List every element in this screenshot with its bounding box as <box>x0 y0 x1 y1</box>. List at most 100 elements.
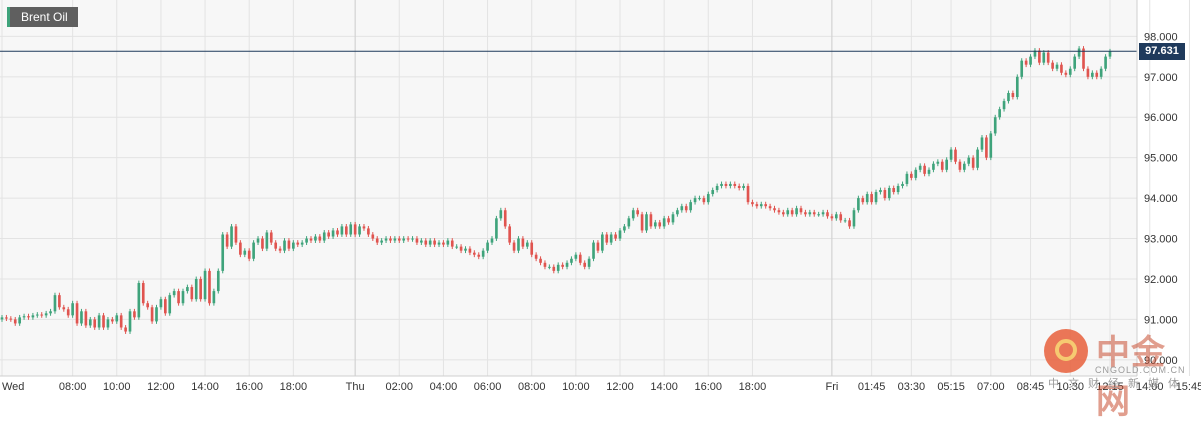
candle-body <box>636 210 639 215</box>
candle-body <box>424 240 428 245</box>
candle-body <box>305 238 308 243</box>
candle-body <box>459 246 463 251</box>
candle-body <box>1011 92 1015 98</box>
candle-body <box>1082 48 1085 69</box>
candle-body <box>910 173 913 178</box>
candle-body <box>861 198 865 203</box>
candle-body <box>300 242 304 245</box>
candle-body <box>80 311 83 324</box>
x-tick-label: 16:00 <box>695 381 723 393</box>
candle-body <box>375 238 379 243</box>
candle-body <box>786 210 790 215</box>
candle-body <box>1064 72 1068 75</box>
candle-body <box>35 314 39 316</box>
candle-body <box>234 226 238 243</box>
candle-body <box>283 240 286 251</box>
candlestick-plot[interactable]: 98.000 97.000 96.000 95.000 94.000 93.000 92.0… <box>0 0 1201 400</box>
candle-body <box>680 206 684 211</box>
candle-body <box>508 226 511 243</box>
legend-symbol-box[interactable]: Brent Oil <box>7 7 78 27</box>
candle-body <box>539 258 542 263</box>
x-tick-label: 08:45 <box>1017 381 1045 393</box>
candle-body <box>40 314 44 316</box>
candle-body <box>371 234 375 239</box>
candle-body <box>552 266 556 271</box>
candle-body <box>1099 68 1103 77</box>
candle-body <box>1068 68 1072 75</box>
candle-body <box>450 240 454 247</box>
candle-body <box>512 242 516 251</box>
candle-body <box>671 214 675 223</box>
candle-body <box>556 264 560 271</box>
candle-body <box>804 212 807 215</box>
candle-body <box>896 185 900 193</box>
candle-body <box>905 173 909 184</box>
candle-body <box>954 149 957 162</box>
candle-body <box>225 234 229 247</box>
x-tick-label: Thu <box>346 381 365 393</box>
candle-body <box>18 317 21 324</box>
y-tick-label: 93.000 <box>1144 234 1178 246</box>
last-price-value: 97.631 <box>1145 45 1179 58</box>
candle-body <box>601 234 604 251</box>
candle-body <box>239 242 242 255</box>
candle-body <box>698 198 701 200</box>
candle-body <box>62 307 66 310</box>
candle-body <box>830 216 834 219</box>
candle-body <box>658 222 662 227</box>
candle-body <box>252 242 255 259</box>
candle-body <box>817 214 820 216</box>
candle-body <box>967 157 971 164</box>
x-tick-label: 18:00 <box>280 381 308 393</box>
candle-body <box>1091 72 1094 77</box>
candle-body <box>0 317 4 320</box>
candle-body <box>720 183 723 186</box>
candle-body <box>993 117 997 134</box>
candle-body <box>782 212 785 215</box>
candle-body <box>592 242 595 259</box>
x-tick-label: Fri <box>825 381 838 393</box>
candle-body <box>141 283 145 304</box>
candle-body <box>790 210 794 215</box>
candle-body <box>530 242 534 255</box>
x-tick-label: Wed <box>2 381 24 393</box>
candle-body <box>393 238 397 241</box>
candle-body <box>84 311 88 326</box>
candle-body <box>883 190 887 199</box>
candle-body <box>936 161 940 164</box>
candle-body <box>71 303 74 316</box>
x-axis-ticks[interactable]: Wed 08:00 10:00 12:00 14:00 16:00 18:00 Thu 02:0… <box>2 381 1201 393</box>
candle-body <box>724 183 728 186</box>
candle-body <box>490 238 494 243</box>
candle-body <box>1029 56 1032 65</box>
candle-body <box>751 202 754 205</box>
candle-body <box>133 311 136 318</box>
candle-body <box>402 238 406 241</box>
candle-body <box>821 212 825 215</box>
candle-body <box>565 262 569 267</box>
y-axis-ticks[interactable]: 98.000 97.000 96.000 95.000 94.000 93.000 92.0… <box>1144 31 1178 366</box>
candle-body <box>486 242 489 251</box>
x-tick-label: 10:30 <box>1057 381 1085 393</box>
candle-body <box>852 210 856 227</box>
candle-body <box>1060 64 1063 73</box>
candle-body <box>274 242 278 249</box>
x-tick-label: 04:00 <box>430 381 458 393</box>
candle-body <box>1042 52 1046 63</box>
x-tick-label: 01:45 <box>858 381 886 393</box>
x-tick-label: 05:15 <box>937 381 965 393</box>
candle-body <box>318 236 322 241</box>
candle-body <box>5 317 8 319</box>
candle-body <box>199 278 202 300</box>
x-tick-label: 10:00 <box>562 381 590 393</box>
candle-body <box>1086 68 1090 77</box>
legend-symbol-label: Brent Oil <box>21 10 68 24</box>
y-tick-label: 90.000 <box>1144 355 1178 367</box>
candle-body <box>243 250 247 255</box>
candle-body <box>870 194 873 203</box>
plot-background <box>0 0 1137 376</box>
candle-body <box>773 208 776 211</box>
candle-body <box>177 291 180 304</box>
candle-body <box>292 242 295 249</box>
